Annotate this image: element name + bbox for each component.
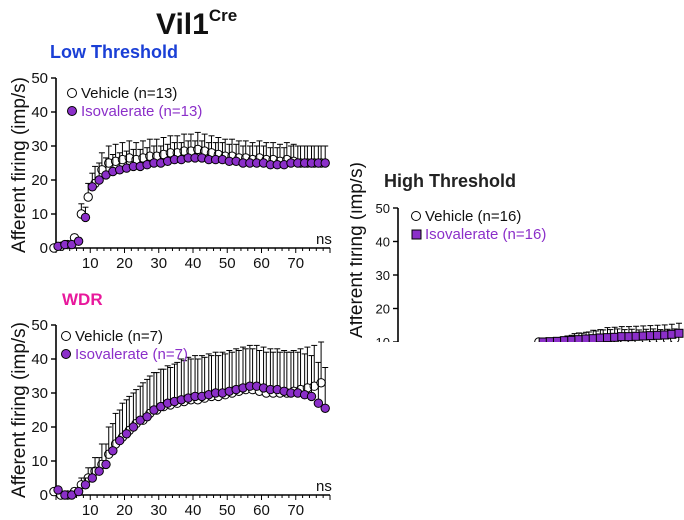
x-tick-label: 60	[253, 502, 270, 519]
y-tick-label: 20	[376, 302, 390, 317]
low-threshold-chart: 0 10 20 30 40 50 10 20 30 40 50 60 70 Afferent firing…	[9, 70, 332, 272]
data-point	[94, 466, 104, 476]
data-point	[320, 158, 330, 168]
x-tick-label: 40	[185, 502, 202, 519]
y-tick-label: 20	[31, 172, 48, 189]
high-threshold-chart: 10 20 30 40 50 Afferent firing (imp/s) Vehicle…	[346, 162, 684, 350]
data-point	[538, 337, 548, 342]
data-point	[108, 446, 118, 456]
data-point	[73, 236, 84, 246]
x-tick-label: 10	[82, 255, 99, 272]
isovalerate-series	[538, 322, 684, 342]
data-point	[101, 459, 111, 470]
y-tick-label: 20	[31, 419, 48, 436]
data-point	[115, 435, 125, 446]
data-point	[128, 422, 139, 432]
x-tick-label: 60	[253, 255, 270, 272]
y-tick-label: 30	[31, 138, 48, 155]
isovalerate-series	[53, 140, 330, 252]
legend-marker-circle	[411, 211, 421, 221]
data-point	[53, 485, 63, 495]
legend-vehicle-label: Vehicle (n=13)	[81, 85, 177, 102]
data-point	[80, 480, 91, 490]
legend-marker-square	[411, 229, 422, 240]
data-point	[313, 398, 324, 408]
y-tick-label: 0	[40, 487, 48, 504]
data-point	[320, 403, 330, 413]
y-tick-label: 50	[376, 201, 390, 216]
legend-isovalerate-label: Isovalerate (n=16)	[425, 226, 546, 243]
x-tick-label: 70	[287, 502, 304, 519]
y-tick-label: 10	[31, 453, 48, 470]
data-point	[306, 391, 317, 402]
data-point	[94, 175, 104, 185]
x-tick-label: 30	[150, 502, 167, 519]
wdr-chart: 0 10 20 30 40 50 10 20 30 40 50 60 70 Afferent firing…	[9, 317, 332, 519]
y-axis-label: Afferent firing (imp/s)	[346, 162, 367, 338]
significance-annotation: ns	[316, 231, 332, 248]
y-tick-label: 10	[31, 206, 48, 223]
x-tick-label: 10	[82, 502, 99, 519]
low-threshold-title: Low Threshold	[50, 42, 178, 62]
y-tick-label: 40	[31, 104, 48, 121]
x-tick-label: 20	[116, 502, 133, 519]
x-tick-label: 50	[219, 502, 236, 519]
x-tick-label: 20	[116, 255, 133, 272]
data-point	[83, 192, 93, 202]
legend-marker-circle	[67, 88, 77, 98]
legend-vehicle-label: Vehicle (n=16)	[425, 208, 521, 225]
legend-marker-circle	[67, 106, 77, 116]
legend-vehicle-label: Vehicle (n=7)	[75, 328, 163, 345]
data-point	[87, 182, 98, 192]
data-point	[142, 412, 152, 422]
y-tick-label: 10	[376, 335, 390, 350]
significance-annotation: ns	[316, 478, 332, 495]
data-point	[674, 328, 684, 338]
y-axis-label: Afferent firing (imp/s)	[9, 322, 30, 498]
legend-isovalerate-label: Isovalerate (n=7)	[75, 346, 188, 363]
y-axis-label: Afferent firing (imp/s)	[9, 77, 30, 253]
y-tick-label: 40	[376, 235, 390, 250]
x-tick-label: 50	[219, 255, 236, 272]
isovalerate-series	[53, 344, 330, 500]
x-tick-label: 30	[150, 255, 167, 272]
legend-marker-circle	[61, 331, 71, 341]
data-point	[87, 473, 98, 483]
y-tick-label: 30	[31, 385, 48, 402]
x-tick-label: 40	[185, 255, 202, 272]
y-tick-label: 40	[31, 351, 48, 368]
data-point	[121, 429, 132, 439]
legend: Vehicle (n=16)Isovalerate (n=16)	[411, 208, 546, 243]
y-tick-label: 50	[31, 317, 48, 334]
wdr-title: WDR	[62, 290, 103, 309]
legend: Vehicle (n=13)Isovalerate (n=13)	[67, 85, 202, 120]
high-threshold-title: High Threshold	[384, 171, 516, 191]
legend-marker-circle	[61, 349, 71, 359]
y-tick-label: 0	[40, 240, 48, 257]
y-tick-label: 30	[376, 268, 390, 283]
x-tick-label: 70	[287, 255, 304, 272]
y-tick-label: 50	[31, 70, 48, 87]
legend: Vehicle (n=7)Isovalerate (n=7)	[61, 328, 188, 363]
figure-title-superscript: Cre	[209, 6, 237, 25]
legend-isovalerate-label: Isovalerate (n=13)	[81, 103, 202, 120]
data-point	[80, 212, 91, 223]
data-point	[73, 486, 84, 497]
figure-title: Vil1Cre	[156, 6, 237, 41]
